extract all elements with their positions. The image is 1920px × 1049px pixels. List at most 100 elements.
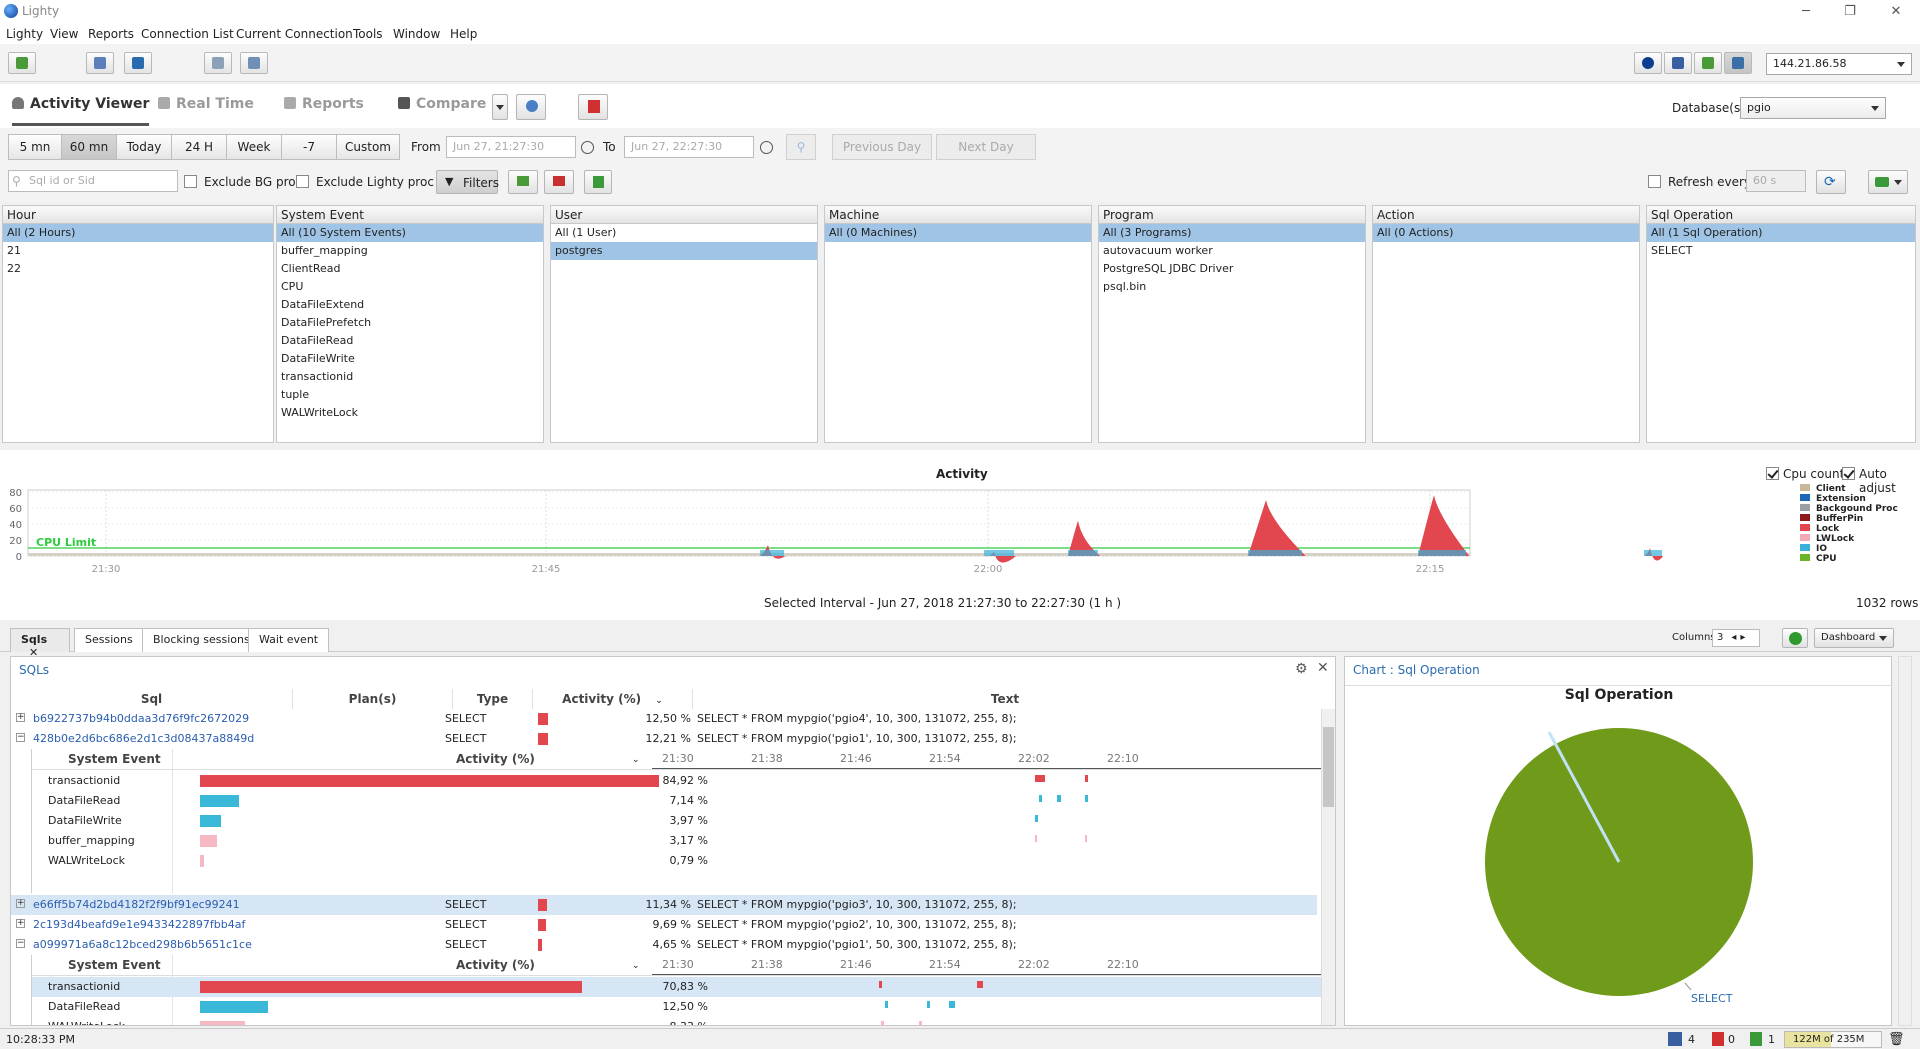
list-item[interactable]: WALWriteLock 8,33 % xyxy=(32,1017,1330,1025)
list-item[interactable]: transactionid xyxy=(281,370,354,383)
sql-id[interactable]: a099971a6a8c12bced298b6b5651c1ce xyxy=(33,938,252,951)
connection-select[interactable]: 144.21.86.58 xyxy=(1766,53,1912,75)
sql-id[interactable]: 2c193d4beafd9e1e9433422897fbb4af xyxy=(33,918,246,931)
arrow-left-icon[interactable]: ◂ xyxy=(1731,632,1737,643)
from-date-input[interactable]: Jun 27, 21:27:30 xyxy=(446,136,576,158)
dashboard-dropdown[interactable]: Dashboard xyxy=(1814,628,1894,648)
sql-operation-pie-chart[interactable] xyxy=(1345,707,1893,1023)
page-scrollbar[interactable] xyxy=(1898,656,1912,1026)
collapse-icon[interactable]: − xyxy=(16,938,25,948)
list-item[interactable]: WALWriteLock xyxy=(281,406,359,419)
menu-help[interactable]: Help xyxy=(450,27,478,41)
range-custom-button[interactable]: Custom xyxy=(336,134,400,160)
arrow-right-icon[interactable]: ▸ xyxy=(1740,632,1746,643)
cpu-count-checkbox[interactable] xyxy=(1766,467,1779,480)
add-dashboard-button[interactable] xyxy=(1782,628,1808,648)
columns-spinner[interactable]: 3 ◂ ▸ xyxy=(1712,629,1760,647)
range-24h-button[interactable]: 24 H xyxy=(171,134,227,160)
list-item[interactable]: ClientRead xyxy=(281,262,341,275)
tab-wait-event[interactable]: Wait event xyxy=(248,628,330,652)
range-today-button[interactable]: Today xyxy=(116,134,172,160)
col-sql[interactable]: Sql xyxy=(11,689,293,709)
range-minus7-button[interactable]: -7 xyxy=(281,134,337,160)
grid-button[interactable] xyxy=(204,52,232,74)
refresh-checkbox[interactable] xyxy=(1648,175,1661,188)
previous-day-button[interactable]: Previous Day xyxy=(832,134,932,160)
filters-button[interactable]: ▼ Filters xyxy=(436,170,499,194)
tab-real-time[interactable]: Real Time xyxy=(158,96,254,126)
database-select[interactable]: pgio xyxy=(1740,97,1886,119)
exclude-lighty-checkbox[interactable] xyxy=(296,175,309,188)
to-date-dropdown-icon[interactable] xyxy=(760,141,773,154)
database-button[interactable] xyxy=(124,52,152,74)
trash-icon[interactable]: 🗑 xyxy=(1888,1032,1905,1047)
activity-chart[interactable]: 80 60 40 20 0 21:30 21:45 22:00 22:15 CPU Limit xyxy=(0,480,1920,590)
clear-filter-button[interactable] xyxy=(544,170,574,194)
list-item[interactable]: buffer_mapping 3,17 % xyxy=(32,831,1330,851)
list-item[interactable]: buffer_mapping xyxy=(281,244,368,257)
list-item[interactable]: psql.bin xyxy=(1103,280,1147,293)
tab-blocking-sessions[interactable]: Blocking sessions xyxy=(142,628,261,652)
tab-compare[interactable]: Compare xyxy=(398,96,486,126)
compare-dropdown[interactable] xyxy=(492,94,508,120)
collapse-icon[interactable]: − xyxy=(16,732,25,742)
info-button[interactable] xyxy=(516,94,546,120)
list-item[interactable]: CPU xyxy=(281,280,304,293)
next-day-button[interactable]: Next Day xyxy=(936,134,1036,160)
restore-icon[interactable]: ❐ xyxy=(1844,4,1856,19)
range-5mn-button[interactable]: 5 mn xyxy=(8,134,62,160)
table-row[interactable]: + b6922737b94b0ddaa3d76f9fc2672029 SELECT 1… xyxy=(11,709,1317,729)
sub-col-system-event[interactable]: System Event xyxy=(68,958,161,972)
export-menu-button[interactable] xyxy=(1868,170,1908,194)
tab-activity-viewer[interactable]: Activity Viewer xyxy=(12,96,150,126)
tab-sqls[interactable]: Sqls ✕ xyxy=(10,628,70,659)
expand-icon[interactable]: + xyxy=(16,898,25,908)
sub-col-system-event[interactable]: System Event xyxy=(68,752,161,766)
menu-view[interactable]: View xyxy=(50,27,79,41)
list-item[interactable]: DataFileExtend xyxy=(281,298,365,311)
stack-button[interactable] xyxy=(1664,52,1692,74)
list-item[interactable]: DataFileRead 12,50 % xyxy=(32,997,1330,1017)
list-item[interactable]: All (0 Actions) xyxy=(1373,224,1639,242)
close-tab-icon[interactable]: ✕ xyxy=(29,646,39,659)
exclude-bg-checkbox[interactable] xyxy=(184,175,197,188)
menu-lighty[interactable]: Lighty xyxy=(6,27,44,41)
menu-connection-list[interactable]: Connection List xyxy=(141,27,234,41)
auto-adjust-checkbox[interactable] xyxy=(1842,467,1855,480)
tab-sessions[interactable]: Sessions xyxy=(74,628,144,652)
list-item[interactable]: DataFileWrite 3,97 % xyxy=(32,811,1330,831)
close-panel-icon[interactable]: ✕ xyxy=(1317,660,1329,676)
list-item[interactable]: All (1 Sql Operation) xyxy=(1647,224,1915,242)
sql-id[interactable]: b6922737b94b0ddaa3d76f9fc2672029 xyxy=(33,712,250,725)
list-item[interactable]: 22 xyxy=(7,262,21,275)
table-row[interactable]: + e66ff5b74d2bd4182f2f9bf91ec99241 SELECT 1… xyxy=(11,895,1317,915)
sub-col-activity[interactable]: Activity (%) xyxy=(456,958,535,972)
refresh-button[interactable]: ⟳ xyxy=(1816,170,1846,194)
list-item[interactable]: WALWriteLock 0,79 % xyxy=(32,851,1330,871)
list-item[interactable]: tuple xyxy=(281,388,310,401)
chart-button[interactable] xyxy=(1694,52,1722,74)
col-plans[interactable]: Plan(s) xyxy=(293,689,453,709)
col-type[interactable]: Type xyxy=(453,689,533,709)
table-row[interactable]: +2c193d4beafd9e1e9433422897fbb4af SELECT 9… xyxy=(11,915,1317,935)
col-activity[interactable]: Activity (%) ⌄ xyxy=(533,689,693,709)
list-item[interactable]: All (2 Hours) xyxy=(3,224,273,242)
list-item[interactable]: DataFileWrite xyxy=(281,352,355,365)
window-button[interactable] xyxy=(240,52,268,74)
sql-id[interactable]: 428b0e2d6bc686e2d1c3d08437a8849d xyxy=(33,732,255,745)
menu-reports[interactable]: Reports xyxy=(88,27,135,41)
range-60mn-button[interactable]: 60 mn xyxy=(61,134,117,160)
refresh-interval-select[interactable]: 60 s xyxy=(1746,170,1806,192)
list-item[interactable]: All (0 Machines) xyxy=(825,224,1091,242)
add-filter-button[interactable] xyxy=(584,170,612,194)
list-item[interactable]: All (1 User) xyxy=(555,226,617,239)
menu-current-connection[interactable]: Current Connection xyxy=(236,27,353,41)
list-item[interactable]: DataFileRead xyxy=(281,334,354,347)
from-date-dropdown-icon[interactable] xyxy=(581,141,594,154)
list-item[interactable]: 21 xyxy=(7,244,21,257)
globe-button[interactable] xyxy=(1634,52,1662,74)
menu-tools[interactable]: Tools xyxy=(353,27,383,41)
activity-button[interactable] xyxy=(1724,52,1752,74)
close-icon[interactable]: ✕ xyxy=(1890,4,1902,19)
menu-window[interactable]: Window xyxy=(393,27,441,41)
